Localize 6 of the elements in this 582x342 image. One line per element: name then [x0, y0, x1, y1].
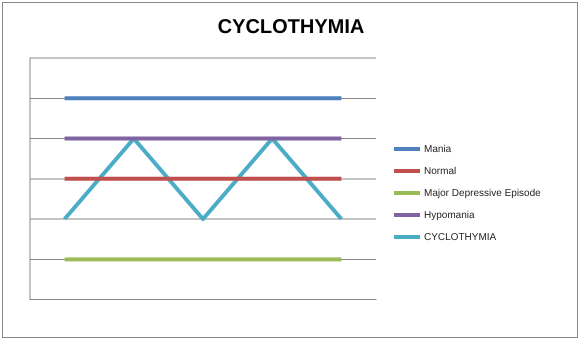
- legend-label: Hypomania: [424, 210, 475, 220]
- legend-label: Normal: [424, 166, 456, 176]
- legend-label: Major Depressive Episode: [424, 188, 541, 198]
- legend-label: CYCLOTHYMIA: [424, 232, 496, 242]
- chart-title: CYCLOTHYMIA: [216, 16, 366, 39]
- legend-label: Mania: [424, 144, 452, 154]
